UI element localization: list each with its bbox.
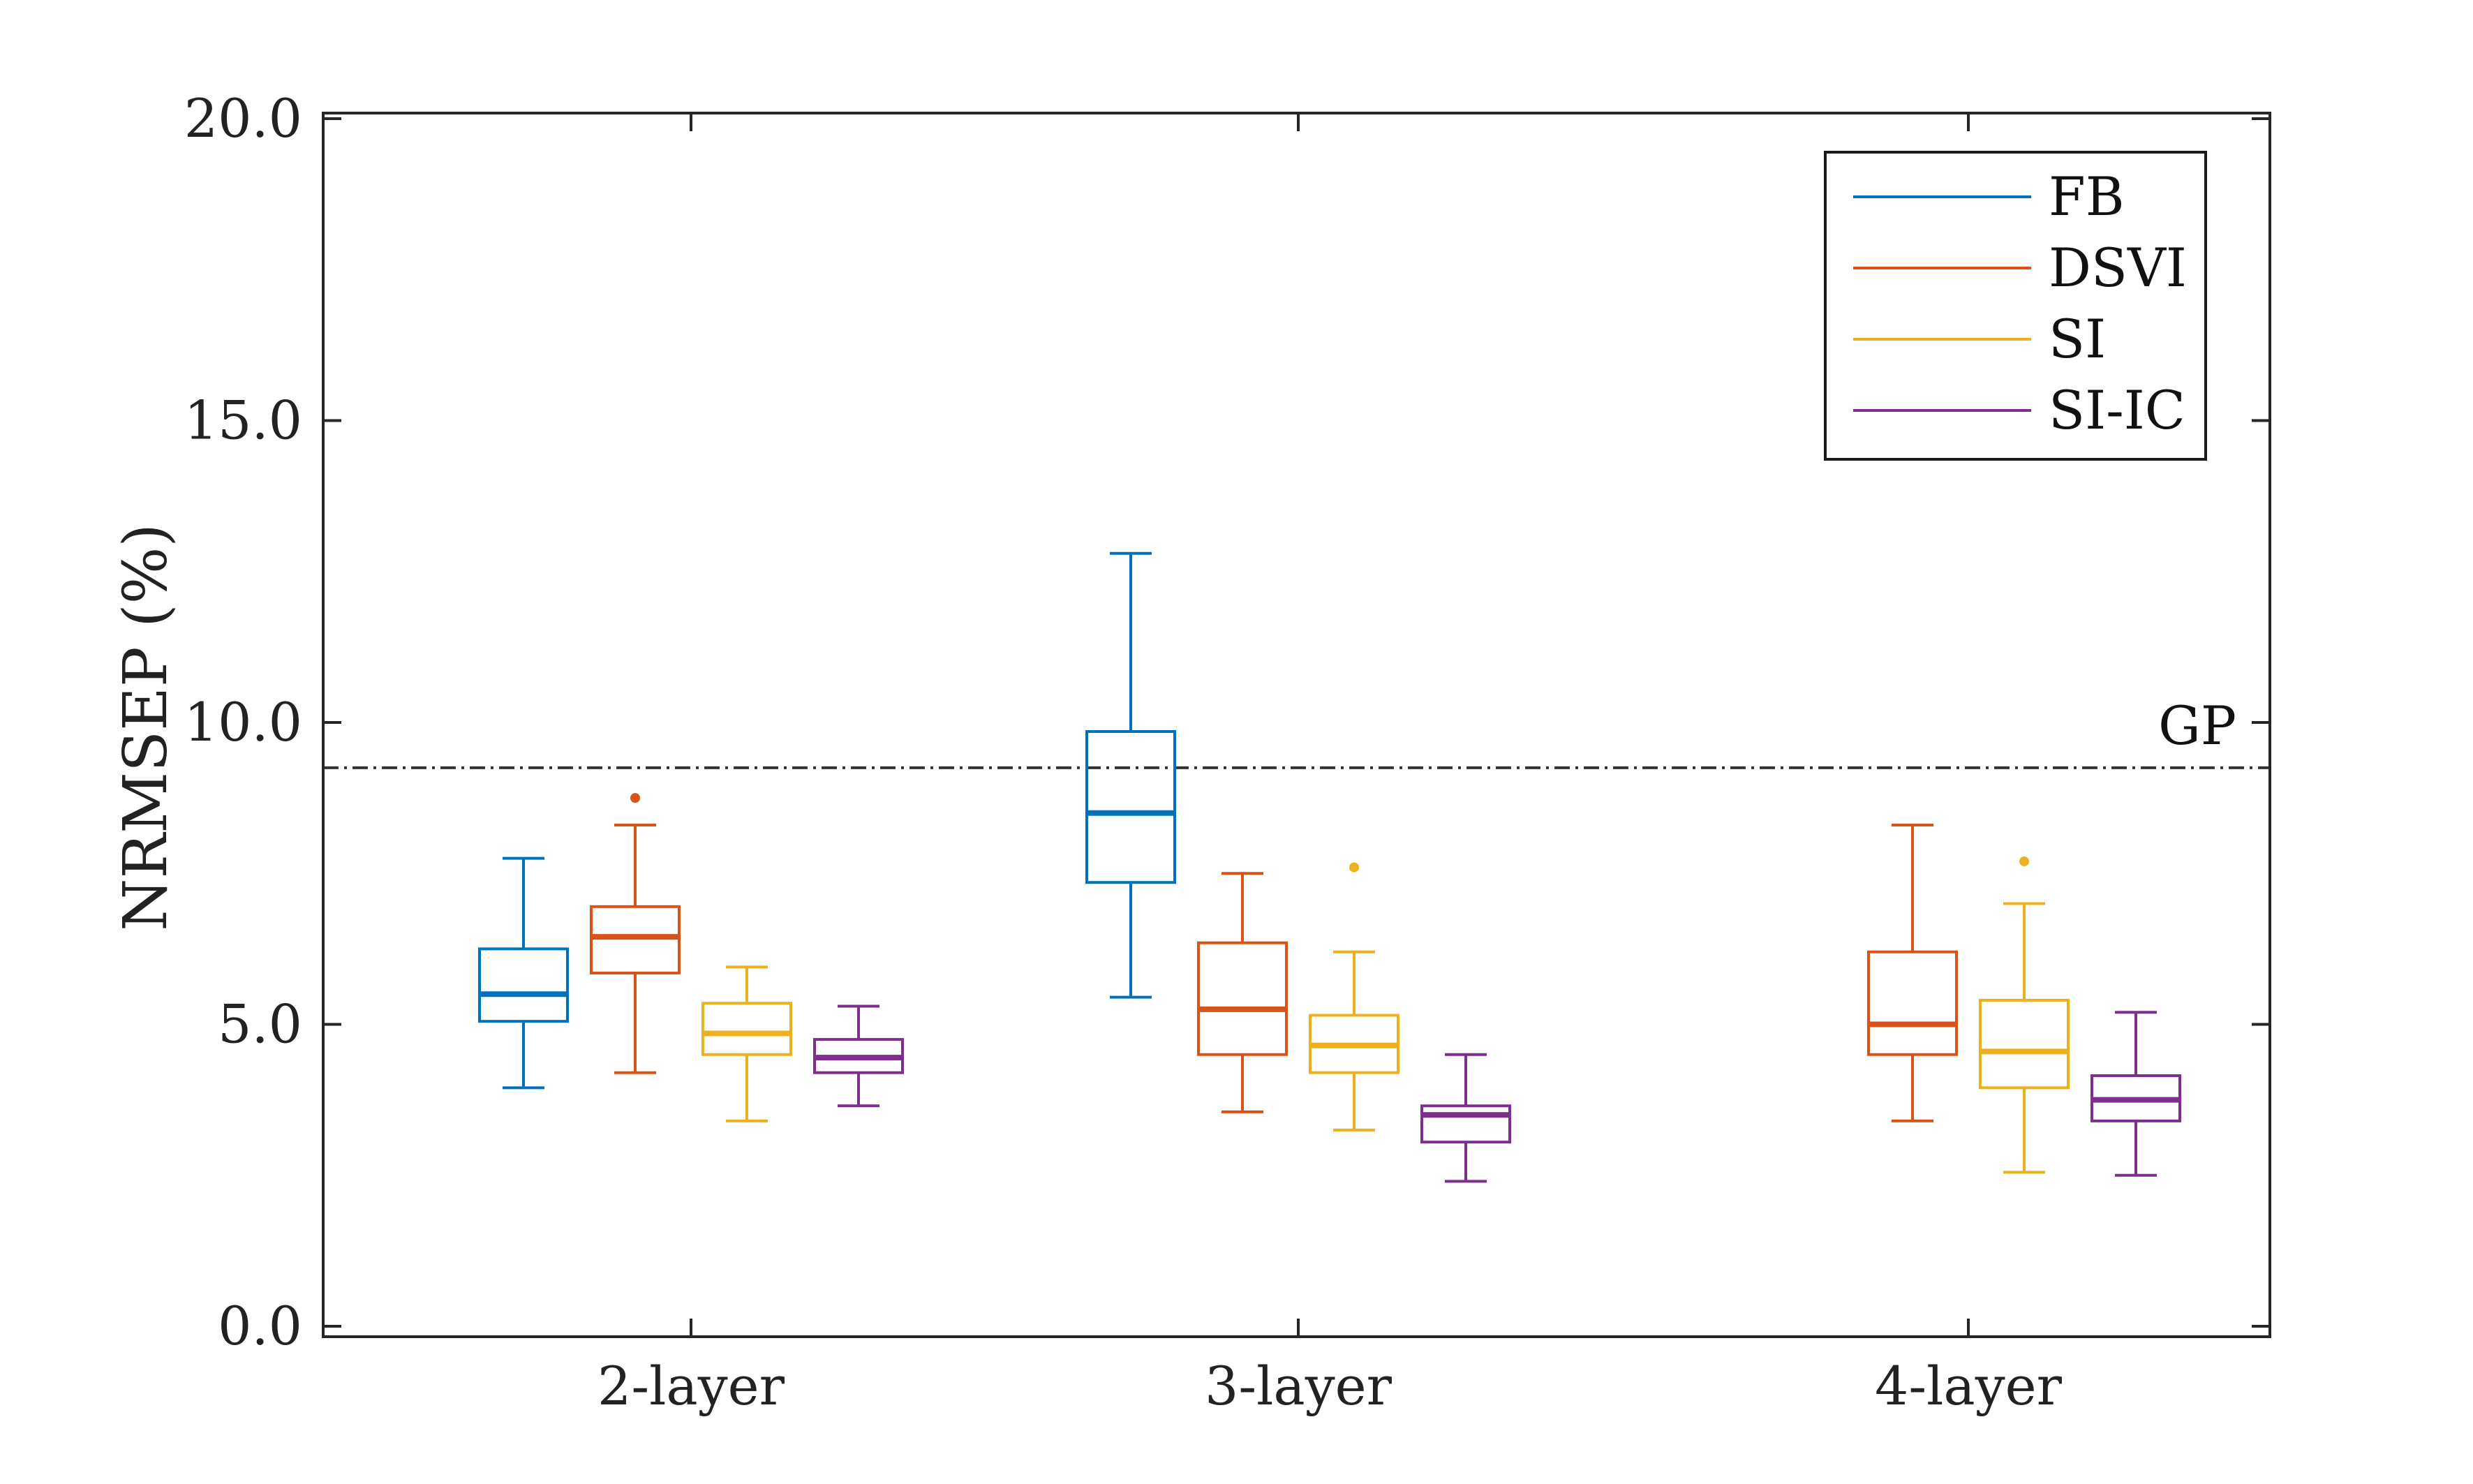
series-si-ic xyxy=(813,1004,2181,1183)
box-si-3-layer xyxy=(1309,862,1399,1131)
box-iqr xyxy=(1420,1104,1511,1144)
series-fb xyxy=(478,551,1176,1090)
box-series-group xyxy=(478,551,2181,1183)
x-tick-label: 2-layer xyxy=(597,1355,785,1417)
box-si-ic-3-layer xyxy=(1420,1053,1511,1183)
series-dsvi xyxy=(590,793,1958,1122)
box-si-ic-4-layer xyxy=(2090,1011,2181,1177)
box-iqr xyxy=(590,905,681,974)
outlier-point xyxy=(1349,862,1359,873)
y-axis-ticks: 0.0 5.0 10.0 15.0 20.0 xyxy=(184,87,2270,1357)
box-iqr xyxy=(701,1002,792,1056)
x-axis: 2-layer 3-layer 4-layer xyxy=(597,113,2063,1417)
y-tick-label: 5.0 xyxy=(218,993,302,1055)
box-iqr xyxy=(1085,729,1176,884)
legend-label-si-ic: SI-IC xyxy=(2049,379,2185,441)
legend-label-dsvi: DSVI xyxy=(2049,237,2187,299)
box-iqr xyxy=(1867,950,1958,1056)
reference-line-group: GP xyxy=(323,695,2270,769)
plot-frame xyxy=(322,112,2271,1338)
box-fb-2-layer xyxy=(478,856,569,1090)
box-dsvi-2-layer xyxy=(590,793,681,1074)
legend-label-si: SI xyxy=(2049,308,2106,370)
box-si-2-layer xyxy=(701,965,792,1122)
box-dsvi-4-layer xyxy=(1867,824,1958,1122)
outlier-point xyxy=(2019,856,2029,866)
y-tick-label: 20.0 xyxy=(184,87,302,149)
y-tick-label: 10.0 xyxy=(184,691,302,753)
box-iqr xyxy=(1197,941,1288,1056)
outlier-point xyxy=(630,793,640,803)
box-iqr xyxy=(478,947,569,1023)
box-dsvi-3-layer xyxy=(1197,872,1288,1113)
box-si-ic-2-layer xyxy=(813,1004,904,1108)
y-tick-label: 15.0 xyxy=(184,389,302,452)
box-fb-3-layer xyxy=(1085,551,1176,999)
box-si-4-layer xyxy=(1979,856,2070,1174)
legend: FB DSVI SI SI-IC xyxy=(1824,151,2207,461)
legend-box xyxy=(1824,151,2207,461)
legend-label-fb: FB xyxy=(2049,165,2125,228)
box-iqr xyxy=(1979,998,2070,1090)
series-si xyxy=(701,856,2070,1174)
y-tick-label: 0.0 xyxy=(218,1295,302,1357)
y-axis-title: NRMSEP (%) xyxy=(111,524,181,931)
gp-reference-label: GP xyxy=(2158,695,2236,757)
x-tick-label: 4-layer xyxy=(1875,1355,2063,1417)
x-tick-label: 3-layer xyxy=(1205,1355,1393,1417)
